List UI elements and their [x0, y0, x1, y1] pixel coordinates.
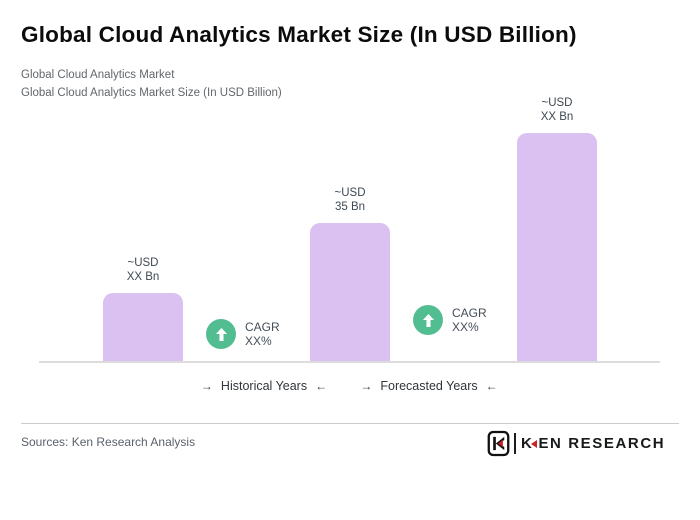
bar-value-label: ~USD XX Bn — [541, 96, 574, 124]
bar-value-line1: ~USD — [127, 257, 159, 269]
wordmark-rest: EN RESEARCH — [538, 435, 666, 452]
right-arrow-icon: → — [360, 379, 373, 393]
bar-value-line2: XX Bn — [540, 111, 574, 123]
bar-value-line2: 35 Bn — [334, 201, 366, 213]
footer-divider — [21, 423, 679, 424]
bar-value-label: ~USD 35 Bn — [335, 186, 366, 214]
bar-value-line1: ~USD — [334, 187, 366, 199]
cagr-text: CAGR XX% — [452, 306, 487, 334]
cagr-badge: CAGR XX% — [413, 305, 487, 335]
right-arrow-icon: → — [200, 379, 213, 393]
cagr-label: CAGR — [245, 320, 280, 334]
ken-research-wordmark: K EN RESEARCH — [521, 435, 665, 452]
cagr-label: CAGR — [452, 306, 487, 320]
red-triangle-icon — [531, 439, 538, 448]
chart-subtitles: Global Cloud Analytics Market Global Clo… — [21, 66, 282, 102]
axis-label-text: Historical Years — [220, 379, 308, 393]
bar-forecast — [517, 133, 597, 363]
axis-label-text: Forecasted Years — [380, 379, 478, 393]
chart-subtitle-line2: Global Cloud Analytics Market Size (In U… — [21, 87, 282, 99]
cagr-badge: CAGR XX% — [206, 319, 280, 349]
cagr-text: CAGR XX% — [245, 320, 280, 348]
sources-text: Sources: Ken Research Analysis — [21, 435, 196, 449]
logo-separator — [514, 433, 516, 454]
bar-value-line2: XX Bn — [126, 271, 160, 283]
left-arrow-icon: ← — [485, 379, 498, 393]
bar-value-label: ~USD XX Bn — [127, 256, 160, 284]
cagr-value: XX% — [245, 334, 272, 348]
axis-label-forecasted-years: → Forecasted Years ← — [360, 379, 497, 393]
left-arrow-icon: ← — [315, 379, 328, 393]
up-arrow-icon — [413, 305, 443, 335]
ken-research-monogram-icon — [487, 430, 510, 457]
cagr-value: XX% — [452, 320, 479, 334]
axis-label-historical-years: → Historical Years ← — [201, 379, 327, 393]
wordmark-k: K — [521, 435, 534, 452]
chart-subtitle-line1: Global Cloud Analytics Market — [21, 69, 175, 81]
bar-historical — [103, 293, 183, 363]
ken-research-logo: K EN RESEARCH — [487, 430, 665, 457]
bar-base-year — [310, 223, 390, 363]
x-axis-line — [39, 361, 660, 363]
up-arrow-icon — [206, 319, 236, 349]
page-title: Global Cloud Analytics Market Size (In U… — [21, 22, 577, 47]
bar-value-line1: ~USD — [541, 97, 573, 109]
